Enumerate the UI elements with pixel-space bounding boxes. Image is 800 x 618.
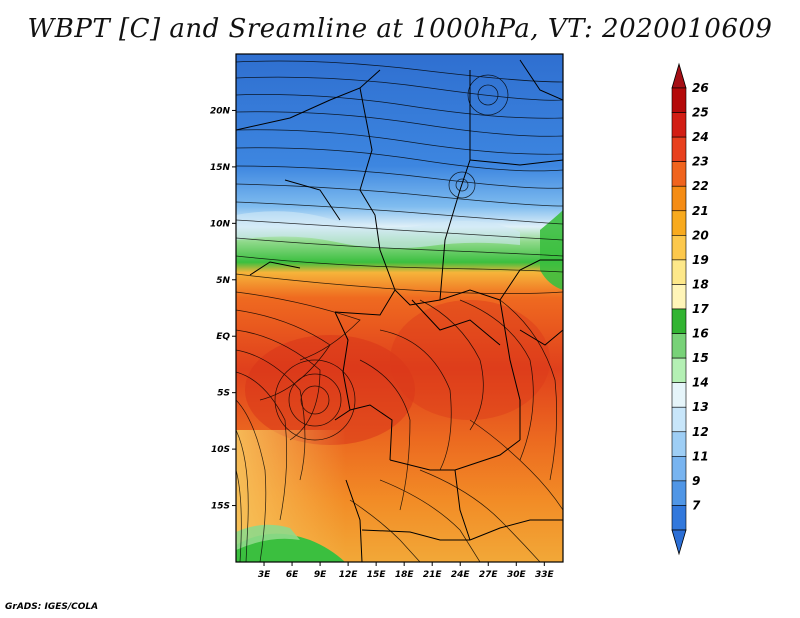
lon-tick-label: 30E bbox=[507, 570, 527, 580]
colorbar-label: 17 bbox=[692, 302, 709, 316]
lon-tick-label: 33E bbox=[535, 570, 555, 580]
lat-tick-label: 15S bbox=[211, 502, 230, 512]
streamlines bbox=[236, 60, 563, 562]
lon-tick-label: 3E bbox=[258, 570, 271, 580]
colorbar-swatch bbox=[671, 357, 687, 383]
colorbar-label: 19 bbox=[692, 253, 709, 267]
footer-credit: GrADS: IGES/COLA bbox=[5, 602, 99, 612]
lon-tick-label: 18E bbox=[395, 570, 415, 580]
colorbar-label: 20 bbox=[692, 228, 709, 242]
colorbar-swatch bbox=[671, 284, 687, 310]
colorbar-label: 24 bbox=[692, 130, 709, 144]
colorbar-swatch bbox=[671, 210, 687, 236]
map-title: WBPT [C] and Sreamline at 1000hPa, VT: 2… bbox=[27, 14, 773, 44]
colorbar-swatch bbox=[671, 87, 687, 113]
lon-tick-label: 9E bbox=[314, 570, 327, 580]
colorbar-swatch bbox=[671, 112, 687, 138]
colorbar-swatch bbox=[671, 480, 687, 506]
lon-tick-label: 21E bbox=[423, 570, 443, 580]
colorbar-label: 13 bbox=[692, 400, 709, 414]
wbpt-shading bbox=[236, 54, 563, 562]
lon-tick-label: 27E bbox=[479, 570, 499, 580]
colorbar-label: 25 bbox=[692, 106, 709, 120]
colorbar-swatch bbox=[671, 308, 687, 334]
colorbar-label: 21 bbox=[692, 204, 709, 218]
colorbar-label: 23 bbox=[692, 155, 709, 169]
country-borders bbox=[236, 59, 563, 562]
colorbar-swatch bbox=[671, 382, 687, 408]
colorbar-label: 9 bbox=[692, 474, 700, 488]
colorbar-label: 16 bbox=[692, 327, 709, 341]
colorbar-bottom-arrow bbox=[671, 529, 687, 556]
colorbar-swatch bbox=[671, 161, 687, 187]
lon-tick-label: 12E bbox=[339, 570, 359, 580]
colorbar-swatch bbox=[671, 505, 687, 531]
lat-tick-label: 5N bbox=[216, 276, 230, 286]
colorbar-label: 26 bbox=[692, 81, 709, 95]
lon-tick-label: 24E bbox=[451, 570, 471, 580]
map-frame bbox=[235, 53, 564, 563]
lat-tick-label: 5S bbox=[217, 389, 230, 399]
colorbar-swatch bbox=[671, 431, 687, 457]
colorbar-swatch bbox=[671, 406, 687, 433]
colorbar-label: 15 bbox=[692, 351, 709, 365]
colorbar-label: 18 bbox=[692, 277, 709, 291]
colorbar-label: 22 bbox=[692, 179, 709, 193]
longitude-axis: 3E 6E 9E 12E 15E 18E 21E 24E 27E 30E 33E bbox=[258, 562, 555, 580]
colorbar-swatch bbox=[671, 185, 687, 212]
colorbar-top-arrow bbox=[671, 62, 687, 89]
colorbar-label: 14 bbox=[692, 376, 709, 390]
lat-tick-label: 15N bbox=[210, 163, 231, 173]
colorbar: 26 25 24 23 22 21 20 19 18 17 16 15 14 13 12 11 9 7 bbox=[671, 62, 709, 556]
colorbar-swatch bbox=[671, 235, 687, 261]
colorbar-swatch bbox=[671, 333, 687, 359]
lat-tick-label: EQ bbox=[216, 332, 230, 342]
colorbar-label: 12 bbox=[692, 425, 709, 439]
colorbar-swatch bbox=[671, 136, 687, 162]
lat-tick-label: 10S bbox=[211, 445, 230, 455]
lon-tick-label: 15E bbox=[367, 570, 387, 580]
latitude-axis: 20N 15N 10N 5N EQ 5S 10S 15S bbox=[210, 106, 236, 512]
lon-tick-label: 6E bbox=[286, 570, 299, 580]
colorbar-label: 11 bbox=[692, 449, 709, 463]
lat-tick-label: 10N bbox=[210, 219, 231, 229]
colorbar-swatch bbox=[671, 456, 687, 482]
colorbar-label: 7 bbox=[692, 498, 701, 512]
lat-tick-label: 20N bbox=[210, 106, 231, 116]
colorbar-swatch bbox=[671, 259, 687, 285]
